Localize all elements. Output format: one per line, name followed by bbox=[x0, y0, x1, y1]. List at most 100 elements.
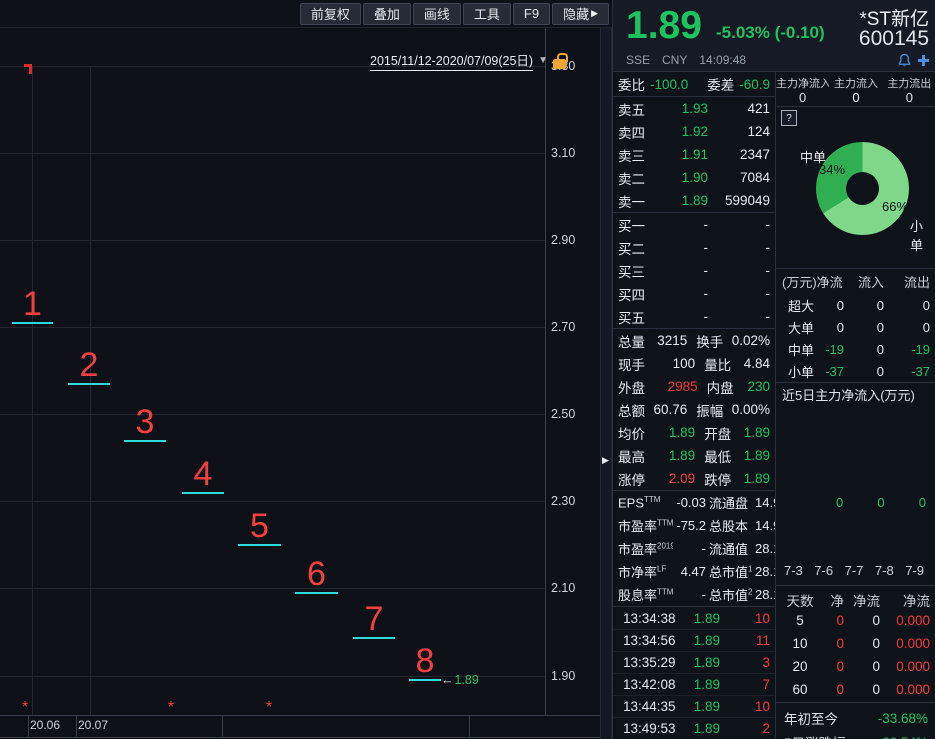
flow-donut-chart bbox=[816, 142, 909, 235]
order-imbalance-row: 委比 -100.0 委差 -60.9 bbox=[613, 72, 775, 97]
tick-row: 13:34:38 1.89 10 bbox=[623, 610, 770, 626]
divider bbox=[776, 585, 935, 586]
add-watchlist-icon[interactable] bbox=[917, 54, 930, 67]
toolbar-button-hide[interactable]: 隐藏 ▶ bbox=[552, 2, 609, 25]
help-icon[interactable]: ? bbox=[781, 110, 797, 126]
limit-down-candle-line bbox=[182, 492, 224, 494]
gridline-h bbox=[0, 414, 545, 415]
divider bbox=[776, 382, 935, 383]
annotation-number: 4 bbox=[193, 455, 213, 493]
bid-volume: - bbox=[765, 240, 771, 255]
stats-row: 现手 100 量比 4.84 bbox=[618, 356, 770, 373]
ask-row[interactable]: 卖四 1.92 124 bbox=[613, 120, 775, 143]
toolbar-button-forward-adjust[interactable]: 前复权 bbox=[299, 2, 361, 25]
bid-volume: - bbox=[765, 217, 771, 232]
chart-toolbar: 前复权 叠加 画线 工具 F9 隐藏 ▶ bbox=[0, 0, 612, 28]
drawing-annotation-8[interactable]: 8 bbox=[409, 644, 441, 681]
stats-row: 总额 60.76 振幅 0.00% bbox=[618, 402, 770, 419]
weibi-value: -100.0 bbox=[650, 76, 689, 92]
y-tick-label: 3.10 bbox=[551, 146, 576, 160]
quote-meta: SSE CNY 14:09:48 bbox=[626, 53, 746, 67]
ask-volume: 124 bbox=[747, 124, 770, 139]
bid-row[interactable]: 买一 - - bbox=[613, 213, 775, 236]
period-table-row: 60 0 0 0.000 bbox=[792, 682, 930, 697]
unlock-icon[interactable] bbox=[553, 52, 568, 69]
ask-price: 1.92 bbox=[681, 124, 708, 139]
bid-label: 买五 bbox=[618, 310, 645, 326]
first-candle-mark bbox=[24, 64, 32, 67]
x-axis-line bbox=[0, 715, 600, 716]
tick-row: 13:44:35 1.89 10 bbox=[613, 695, 775, 717]
stock-name: *ST新亿 bbox=[859, 9, 929, 30]
y-tick-label: 2.70 bbox=[551, 320, 576, 334]
ask-price: 1.91 bbox=[681, 147, 708, 162]
toolbar-button-f9[interactable]: F9 bbox=[512, 2, 551, 25]
bid-label: 买二 bbox=[618, 241, 645, 257]
drawing-annotation-6[interactable]: 6 bbox=[295, 557, 338, 594]
donut-label-small: 小单 bbox=[910, 219, 924, 253]
five-day-change-row: 5日涨跌幅-23.54% bbox=[776, 730, 935, 739]
ask-row[interactable]: 卖五 1.93 421 bbox=[613, 97, 775, 120]
last-price: 1.89 bbox=[626, 4, 702, 47]
bid-row[interactable]: 买二 - - bbox=[613, 236, 775, 259]
drawing-annotation-2[interactable]: 2 bbox=[68, 348, 110, 385]
gridline-h bbox=[0, 153, 545, 154]
y-tick-label: 2.50 bbox=[551, 407, 576, 421]
donut-pct-small: 66% bbox=[882, 199, 909, 214]
toolbar-button-tools[interactable]: 工具 bbox=[462, 2, 511, 25]
ask-volume: 421 bbox=[747, 101, 770, 116]
toolbar-button-draw[interactable]: 画线 bbox=[412, 2, 461, 25]
drawing-annotation-7[interactable]: 7 bbox=[353, 602, 395, 639]
flow-table-header: (万元)净流 流入 流出 bbox=[782, 275, 930, 290]
event-marker-icon[interactable]: * bbox=[265, 699, 273, 716]
flow-table-row: 超大 0 0 0 bbox=[788, 298, 930, 314]
bid-volume: - bbox=[765, 263, 771, 278]
bid-row[interactable]: 买三 - - bbox=[613, 259, 775, 282]
annotation-number: 5 bbox=[250, 507, 269, 545]
ask-price: 1.90 bbox=[681, 170, 708, 185]
donut-label-mid: 中单 bbox=[800, 150, 827, 165]
y-axis-line bbox=[545, 28, 546, 715]
ask-row[interactable]: 卖一 1.89 599049 bbox=[613, 189, 775, 212]
stats-row: 总量 3215 换手 0.02% bbox=[618, 333, 770, 350]
annotation-number: 1 bbox=[23, 285, 42, 323]
annotation-number: 8 bbox=[415, 642, 435, 680]
flow-table-row: 中单 -19 0 -19 bbox=[788, 342, 930, 358]
dropdown-icon[interactable]: ▼ bbox=[538, 55, 548, 66]
drawing-annotation-5[interactable]: 5 bbox=[238, 509, 281, 546]
event-marker-icon[interactable]: * bbox=[21, 699, 29, 716]
date-range-label[interactable]: 2015/11/12-2020/07/09(25日) bbox=[370, 50, 534, 71]
tick-row: 13:42:08 1.89 7 bbox=[613, 673, 775, 695]
drawing-annotation-4[interactable]: 4 bbox=[182, 457, 224, 494]
five-day-flow-title: 近5日主力净流入(万元) bbox=[782, 388, 915, 403]
bid-row[interactable]: 买四 - - bbox=[613, 282, 775, 305]
drawing-annotation-1[interactable]: 1 bbox=[12, 287, 53, 324]
toolbar-button-overlay[interactable]: 叠加 bbox=[362, 2, 411, 25]
weicha-value: -60.9 bbox=[739, 76, 770, 92]
ask-row[interactable]: 卖三 1.91 2347 bbox=[613, 143, 775, 166]
ytd-change-row: 年初至今 -33.68% bbox=[784, 710, 928, 728]
ask-levels: 卖五 1.93 421 卖四 1.92 124 卖三 1.91 2347 卖二 1.90 708… bbox=[613, 97, 775, 213]
ask-price: 1.93 bbox=[681, 101, 708, 116]
last-price-label: 1.89 bbox=[454, 673, 479, 687]
event-marker-icon[interactable]: * bbox=[167, 699, 175, 716]
drawing-annotation-3[interactable]: 3 bbox=[124, 405, 166, 442]
bid-row[interactable]: 买五 - - bbox=[613, 305, 775, 328]
kline-chart[interactable]: 3.30 3.10 2.90 2.70 2.50 2.30 2.10 1.90 … bbox=[0, 28, 600, 739]
bid-levels: 买一 - - 买二 - - 买三 - - 买四 - - 买五 - - bbox=[613, 213, 775, 329]
y-tick-label: 2.90 bbox=[551, 233, 576, 247]
annotation-number: 2 bbox=[79, 346, 99, 384]
date-range-control[interactable]: 2015/11/12-2020/07/09(25日) ▼ bbox=[330, 50, 568, 71]
limit-down-candle-line bbox=[68, 383, 110, 385]
divider bbox=[776, 702, 935, 703]
collapse-panel-icon[interactable]: ▶ bbox=[602, 455, 609, 465]
first-candle-mark bbox=[29, 65, 32, 74]
ask-volume: 7084 bbox=[739, 170, 770, 185]
price-change: -5.03% (-0.10) bbox=[716, 23, 825, 42]
ask-row[interactable]: 卖二 1.90 7084 bbox=[613, 166, 775, 189]
alert-bell-icon[interactable] bbox=[897, 53, 912, 68]
panel-splitter[interactable]: ▶ bbox=[600, 28, 612, 739]
